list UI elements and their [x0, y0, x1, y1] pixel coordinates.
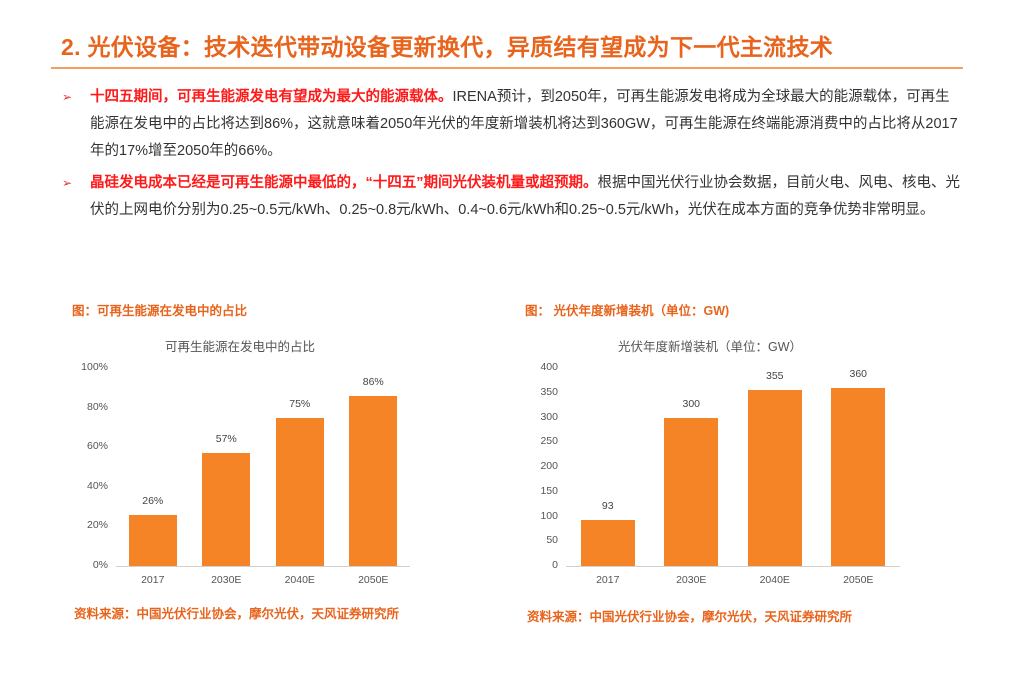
x-axis-tick: 2050E: [843, 574, 874, 586]
arrow-bullet-icon: ➢: [62, 90, 73, 104]
x-axis-tick: 2040E: [284, 574, 315, 586]
y-axis-tick: 150: [540, 484, 558, 497]
x-axis-tick: 2040E: [759, 574, 790, 586]
title-divider: [51, 67, 963, 69]
bar: [580, 519, 635, 566]
y-axis-tick: 0%: [92, 559, 108, 571]
data-label: 355: [765, 370, 784, 383]
figure-2-source: 资料来源：中国光伏行业协会，摩尔光伏，天风证券研究所: [527, 610, 853, 624]
chart-title: 可再生能源在发电中的占比: [164, 340, 315, 354]
x-axis-tick: 2030E: [211, 574, 242, 586]
bullet-1: ➢ 十四五期间，可再生能源发电有望成为最大的能源载体。IRENA预计，到2050…: [62, 84, 962, 165]
y-axis-tick: 60%: [86, 440, 108, 453]
data-label: 93: [601, 499, 614, 512]
x-axis-tick: 2017: [141, 574, 165, 586]
data-label: 300: [682, 397, 701, 410]
figure-1-source: 资料来源：中国光伏行业协会，摩尔光伏，天风证券研究所: [74, 607, 400, 621]
y-axis-tick: 350: [540, 385, 558, 398]
bullet-body: IRENA预计，到2050年，可再生能源发电将成为全球最大的能源载体，可再生能源…: [90, 89, 958, 159]
y-axis-tick: 100: [540, 509, 558, 522]
bar: [202, 453, 251, 566]
y-axis-tick: 20%: [86, 519, 108, 532]
figure-1-label: 图：可再生能源在发电中的占比: [72, 304, 248, 318]
x-axis-tick: 2050E: [358, 574, 389, 586]
x-axis-tick: 2030E: [676, 574, 707, 586]
data-label: 360: [849, 367, 868, 380]
data-label: 86%: [362, 375, 384, 388]
y-axis-tick: 50: [546, 534, 558, 547]
chart-pv-annual-installation: 光伏年度新增装机（单位：GW） 0 50 100 150 200 250 300 350 400 9…: [510, 330, 910, 595]
bar: [831, 387, 886, 566]
data-label: 75%: [289, 397, 311, 410]
bar: [349, 395, 398, 566]
chart-title: 光伏年度新增装机（单位：GW）: [617, 340, 803, 354]
y-axis-tick: 200: [540, 460, 558, 472]
bar: [128, 514, 177, 566]
bullet-text: 十四五期间，可再生能源发电有望成为最大的能源载体。IRENA预计，到2050年，…: [90, 84, 962, 165]
chart-renewable-share: 可再生能源在发电中的占比 0% 20% 40% 60% 80% 100% 26% 2017 57%…: [60, 330, 420, 595]
y-axis-tick: 400: [540, 361, 558, 373]
y-axis-tick: 250: [540, 435, 558, 448]
x-axis-line: [116, 566, 410, 567]
arrow-bullet-icon: ➢: [62, 176, 73, 190]
y-axis-tick: 0: [552, 559, 558, 571]
y-axis-tick: 300: [540, 410, 558, 423]
bar: [275, 417, 324, 566]
bullet-body: 根据中国光伏行业协会数据，目前火电、风电、核电、光伏的上网电价分别为0.25~0…: [90, 175, 960, 218]
data-label: 57%: [215, 433, 237, 446]
bullet-2: ➢ 晶硅发电成本已经是可再生能源中最低的，“十四五”期间光伏装机量或超预期。根据…: [62, 170, 962, 224]
bullet-highlight: 晶硅发电成本已经是可再生能源中最低的，“十四五”期间光伏装机量或超预期。: [90, 175, 598, 191]
y-axis-tick: 40%: [86, 479, 108, 492]
y-axis-tick: 80%: [86, 400, 108, 413]
bullet-text: 晶硅发电成本已经是可再生能源中最低的，“十四五”期间光伏装机量或超预期。根据中国…: [90, 170, 962, 224]
page-title: 2. 光伏设备：技术迭代带动设备更新换代，异质结有望成为下一代主流技术: [61, 34, 834, 60]
bar: [747, 390, 802, 566]
bar: [664, 417, 719, 566]
y-axis-tick: 100%: [81, 361, 108, 373]
bullet-highlight: 十四五期间，可再生能源发电有望成为最大的能源载体。: [90, 89, 453, 105]
x-axis-line: [566, 566, 900, 567]
data-label: 26%: [142, 494, 164, 507]
x-axis-tick: 2017: [596, 574, 620, 586]
figure-2-label: 图： 光伏年度新增装机（单位：GW): [525, 304, 730, 318]
